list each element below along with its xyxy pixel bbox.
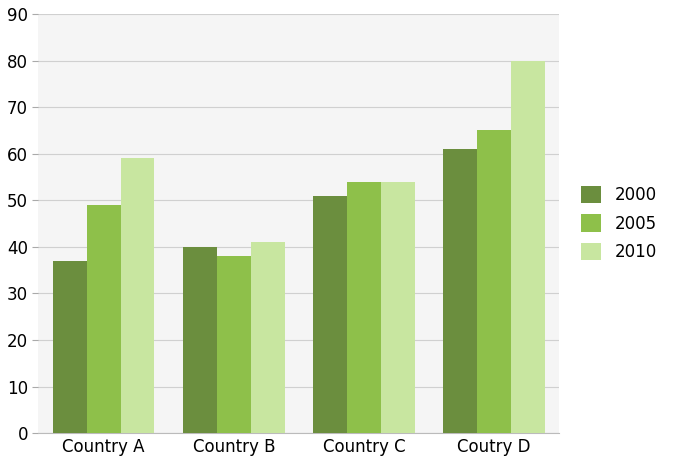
Bar <box>381 181 415 433</box>
Bar <box>183 247 217 433</box>
Bar <box>87 205 121 433</box>
Bar <box>53 261 87 433</box>
Bar <box>313 196 347 433</box>
Bar <box>121 158 154 433</box>
Bar <box>347 181 381 433</box>
Legend: 2000, 2005, 2010: 2000, 2005, 2010 <box>573 178 665 269</box>
Bar <box>251 242 284 433</box>
Bar <box>217 256 251 433</box>
Bar <box>477 131 511 433</box>
Bar <box>511 61 545 433</box>
Bar <box>443 149 477 433</box>
